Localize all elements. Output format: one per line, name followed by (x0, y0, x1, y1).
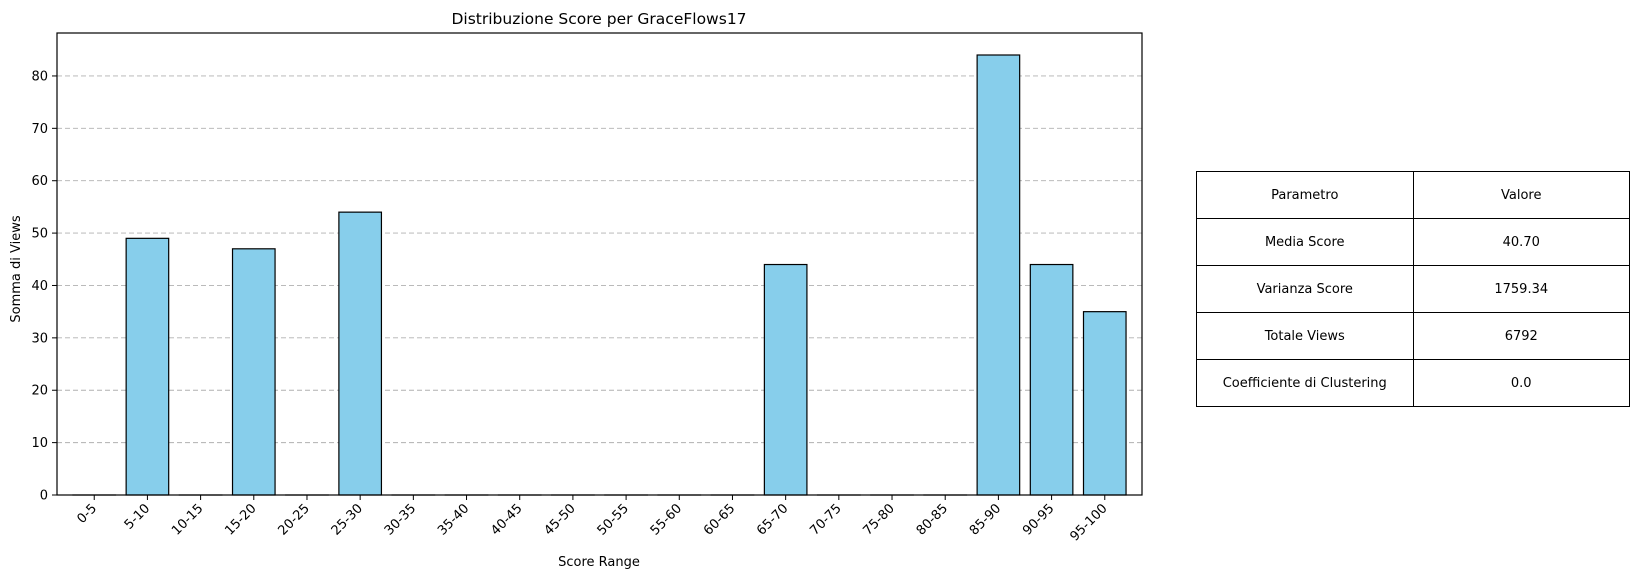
table-row: Varianza Score 1759.34 (1196, 265, 1630, 313)
x-tick-label: 75-80 (861, 501, 898, 538)
x-tick-label: 90-95 (1020, 501, 1057, 538)
y-tick-label: 80 (31, 69, 48, 84)
table-header-row: Parametro Valore (1196, 171, 1630, 219)
param-name-cell: Media Score (1196, 218, 1414, 266)
x-axis: 0-5 5-10 10-15 15-20 20-25 25-30 30-35 35-40 40-… (74, 495, 1111, 544)
table-row: Media Score 40.70 (1196, 218, 1630, 266)
stats-table: Parametro Valore Media Score 40.70 Varianza … (1196, 171, 1630, 407)
param-value-cell: 40.70 (1412, 218, 1630, 266)
y-axis: 0 10 20 30 40 50 60 70 80 (31, 69, 57, 504)
y-tick-label: 60 (31, 174, 48, 189)
x-tick-label: 30-35 (382, 501, 419, 538)
param-name-cell: Totale Views (1196, 312, 1414, 360)
x-tick-label: 25-30 (329, 501, 366, 538)
bar-25-30 (338, 211, 383, 496)
y-tick-label: 70 (31, 122, 48, 137)
bar-95-100 (1082, 311, 1127, 496)
x-tick-label: 10-15 (169, 501, 206, 538)
x-tick-label: 70-75 (807, 501, 844, 538)
table-row: Coefficiente di Clustering 0.0 (1196, 359, 1630, 407)
y-tick-label: 50 (31, 227, 48, 242)
chart-title: Distribuzione Score per GraceFlows17 (451, 10, 746, 28)
y-tick-label: 40 (31, 279, 48, 294)
x-tick-label: 85-90 (967, 501, 1004, 538)
y-tick-label: 20 (31, 384, 48, 399)
bar-90-95 (1029, 263, 1074, 496)
x-axis-label: Score Range (558, 555, 640, 570)
y-tick-label: 0 (40, 489, 48, 504)
bar-5-10 (125, 237, 170, 496)
plot-frame (56, 32, 1143, 496)
x-tick-label: 45-50 (541, 501, 578, 538)
x-tick-label: 35-40 (435, 501, 472, 538)
x-tick-label: 55-60 (648, 501, 685, 538)
y-axis-label: Somma di Views (9, 215, 24, 322)
x-tick-label: 5-10 (122, 501, 153, 532)
y-tick-label: 30 (31, 331, 48, 346)
x-tick-label: 95-100 (1067, 501, 1110, 544)
param-value-cell: 0.0 (1412, 359, 1630, 407)
bars (72, 54, 1127, 496)
table-row: Totale Views 6792 (1196, 312, 1630, 360)
table-header-cell: Valore (1412, 171, 1630, 219)
x-tick-label: 20-25 (275, 501, 312, 538)
param-value-cell: 6792 (1412, 312, 1630, 360)
x-tick-label: 50-55 (595, 501, 632, 538)
y-tick-label: 10 (31, 436, 48, 451)
x-tick-label: 60-65 (701, 501, 738, 538)
x-tick-label: 15-20 (222, 501, 259, 538)
x-tick-label: 0-5 (74, 501, 100, 527)
bar-85-90 (976, 54, 1021, 496)
param-value-cell: 1759.34 (1412, 265, 1630, 313)
param-name-cell: Varianza Score (1196, 265, 1414, 313)
bar-15-20 (231, 248, 276, 496)
table-header-cell: Parametro (1196, 171, 1414, 219)
x-tick-label: 80-85 (914, 501, 951, 538)
param-name-cell: Coefficiente di Clustering (1196, 359, 1414, 407)
x-tick-label: 40-45 (488, 501, 525, 538)
bar-65-70 (763, 263, 808, 496)
x-tick-label: 65-70 (754, 501, 791, 538)
